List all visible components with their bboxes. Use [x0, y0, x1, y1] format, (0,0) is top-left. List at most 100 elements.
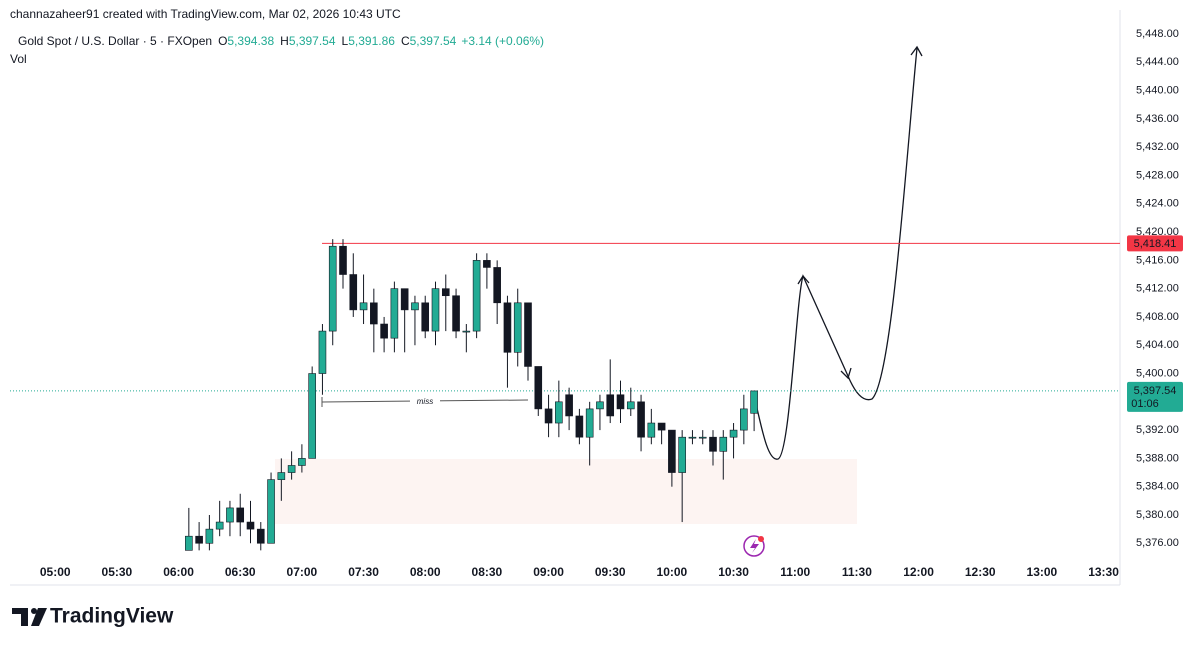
candle-body [585, 408, 594, 438]
candle-body [349, 274, 358, 311]
candle-body [215, 521, 224, 530]
logo-mark [31, 608, 37, 614]
candle-body [596, 401, 604, 410]
candle-body [698, 436, 707, 439]
candle-body [226, 507, 234, 523]
candle-body [616, 394, 625, 410]
x-tick-label: 08:00 [410, 565, 441, 579]
candle-body [411, 302, 419, 311]
candle-body [555, 401, 563, 424]
y-tick-label: 5,440.00 [1136, 85, 1179, 97]
x-tick-label: 07:00 [287, 565, 318, 579]
candle-body [256, 528, 265, 544]
candle-body [647, 422, 656, 438]
legend-value: 5,394.38 [227, 34, 274, 48]
y-tick-label: 5,376.00 [1136, 537, 1179, 549]
countdown-label: 01:06 [1131, 398, 1159, 410]
candle-body [709, 436, 717, 452]
last-price-label: 5,397.54 [1134, 385, 1177, 397]
candle-body [277, 472, 286, 480]
candle-body [267, 479, 275, 544]
y-tick-label: 5,432.00 [1136, 141, 1179, 153]
candle-body [493, 267, 501, 304]
candle-body [246, 521, 255, 530]
candle-body [503, 302, 512, 353]
annotation-bg [410, 396, 440, 407]
candle-body [308, 373, 316, 459]
candle-body [750, 390, 758, 414]
last-price-bg [1127, 381, 1183, 412]
y-tick-label: 5,448.00 [1136, 28, 1179, 40]
y-tick-label: 5,416.00 [1136, 254, 1179, 266]
legend-change: +3.14 (+0.06%) [461, 34, 544, 48]
candle-body [195, 535, 203, 544]
x-tick-label: 12:30 [965, 565, 996, 579]
candle-body [185, 535, 193, 551]
arrow-head [840, 367, 852, 380]
x-tick-label: 11:00 [780, 565, 810, 579]
candle-body [462, 330, 471, 333]
x-tick-label: 10:30 [718, 565, 749, 579]
candle-body [740, 408, 748, 431]
chart-title: channazaheer91 created with TradingView.… [10, 7, 401, 21]
legend: Gold Spot / U.S. Dollar · 5 · FXOpen O5,3… [18, 34, 544, 48]
candle-body [400, 288, 409, 311]
legend-value: 5,397.54 [289, 34, 336, 48]
y-tick-label: 5,424.00 [1136, 198, 1179, 210]
arrow-head [797, 274, 810, 285]
indicator-label: Vol [10, 52, 27, 66]
candle-body [626, 401, 635, 410]
y-tick-label: 5,404.00 [1136, 339, 1179, 351]
x-tick-label: 09:30 [595, 565, 626, 579]
candle-body [544, 408, 553, 424]
alert-icon-bolt [750, 539, 759, 553]
y-tick-label: 5,428.00 [1136, 169, 1179, 181]
brand: TradingView [50, 605, 174, 628]
candle-body [205, 528, 214, 544]
candle-body [339, 245, 347, 275]
x-tick-label: 13:00 [1027, 565, 1058, 579]
logo-mark [12, 608, 28, 626]
x-tick-label: 08:30 [472, 565, 503, 579]
logo-mark [31, 608, 47, 626]
y-tick-label: 5,400.00 [1136, 367, 1179, 379]
candle-body [318, 330, 327, 374]
y-tick-label: 5,408.00 [1136, 311, 1179, 323]
y-tick-label: 5,380.00 [1136, 509, 1179, 521]
x-tick-label: 06:30 [225, 565, 256, 579]
x-tick-label: 06:00 [163, 565, 194, 579]
candle-body [328, 245, 337, 332]
x-tick-label: 05:00 [40, 565, 71, 579]
legend-symbol: Gold Spot / U.S. Dollar · 5 · FXOpen [18, 34, 212, 48]
legend-key: C [401, 34, 410, 48]
y-tick-label: 5,412.00 [1136, 283, 1179, 295]
candle-body [472, 260, 481, 332]
candle-body [370, 302, 378, 325]
legend-value: 5,397.54 [410, 34, 457, 48]
price-label: 5,418.41 [1134, 238, 1177, 250]
candle-body [287, 465, 296, 473]
candle-body [421, 302, 430, 332]
candle-body [380, 323, 388, 339]
candle-body [688, 436, 697, 439]
x-tick-label: 13:30 [1088, 565, 1119, 579]
candle-body [678, 436, 686, 473]
candle-body [719, 436, 728, 452]
candle-body [657, 422, 666, 431]
alert-icon[interactable] [743, 535, 765, 557]
x-tick-label: 11:30 [842, 565, 872, 579]
candle-body [431, 288, 440, 332]
candle-body [575, 415, 584, 438]
arrow-head [910, 45, 923, 57]
candle-body [565, 394, 573, 417]
candle-body [298, 458, 306, 466]
candle-body [483, 260, 491, 268]
x-tick-label: 05:30 [102, 565, 133, 579]
candle-body [534, 366, 543, 410]
demand-zone [275, 459, 857, 524]
y-tick-label: 5,436.00 [1136, 113, 1179, 125]
legend-value: 5,391.86 [348, 34, 395, 48]
legend-key: O [218, 34, 227, 48]
